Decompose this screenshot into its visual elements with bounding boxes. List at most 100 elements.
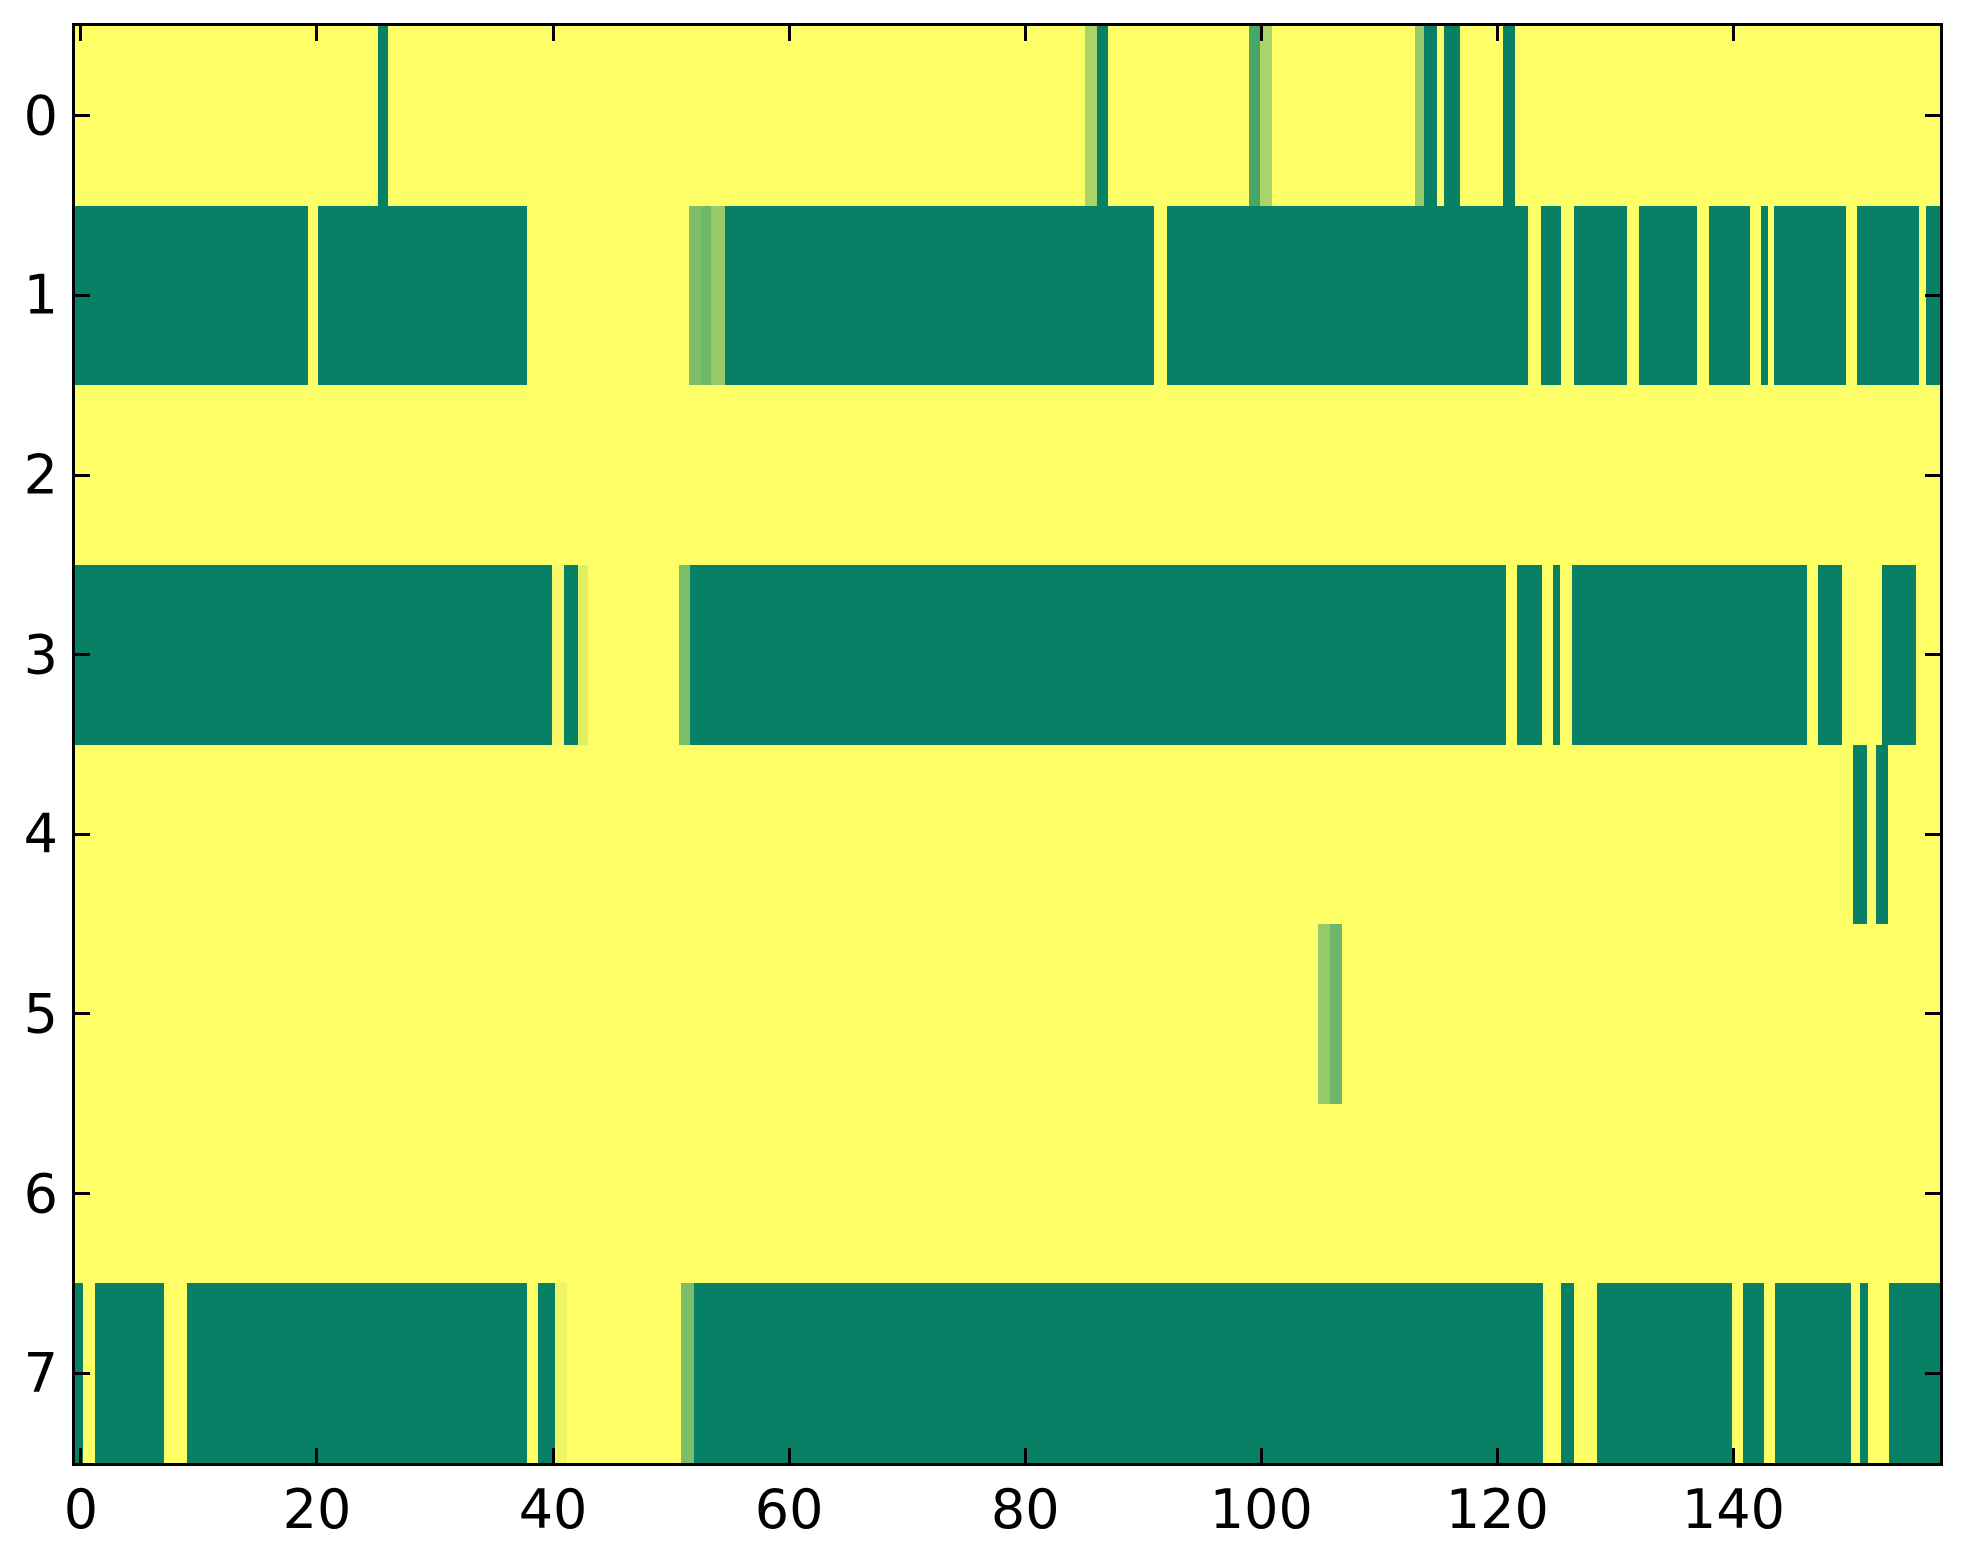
x-tick-label-20: 20 — [282, 1478, 352, 1541]
y-tick-mark — [1925, 832, 1940, 836]
y-tick-mark — [75, 293, 90, 297]
x-tick-mark — [79, 1448, 83, 1463]
y-tick-mark — [1925, 1012, 1940, 1016]
y-tick-mark — [75, 832, 90, 836]
heatmap-segment — [688, 205, 702, 386]
heatmap-segment — [701, 205, 712, 386]
heatmap-segment — [551, 564, 564, 745]
heatmap-segment — [1859, 1283, 1868, 1463]
x-tick-mark — [1731, 1448, 1735, 1463]
x-tick-label-0: 0 — [63, 1478, 99, 1541]
heatmap-segment — [725, 205, 1154, 386]
heatmap-segment — [1742, 1283, 1765, 1463]
heatmap-segment — [378, 26, 388, 206]
x-tick-mark — [551, 26, 555, 41]
heatmap-segment — [318, 205, 528, 386]
x-tick-mark — [315, 26, 319, 41]
heatmap-segment — [75, 205, 308, 386]
heatmap-segment — [1260, 26, 1272, 206]
heatmap-segment — [1097, 26, 1108, 206]
x-tick-mark — [1259, 1448, 1263, 1463]
heatmap-segment — [1882, 564, 1917, 745]
x-tick-label-60: 60 — [754, 1478, 824, 1541]
heatmap-segment — [1760, 205, 1768, 386]
x-tick-label-40: 40 — [518, 1478, 588, 1541]
heatmap-segment — [711, 205, 726, 386]
y-tick-label-7: 7 — [23, 1341, 58, 1405]
heatmap-row-6 — [75, 1104, 1940, 1284]
heatmap-segment — [1708, 205, 1750, 386]
heatmap-segment — [1561, 1283, 1575, 1463]
heatmap-segment — [1166, 205, 1529, 386]
heatmap-segment — [95, 1283, 164, 1463]
heatmap-row-5 — [75, 924, 1940, 1104]
x-tick-mark — [315, 1448, 319, 1463]
heatmap-segment — [577, 564, 589, 745]
heatmap-segment — [1517, 564, 1543, 745]
heatmap-segment — [1503, 26, 1516, 206]
y-tick-mark — [75, 1012, 90, 1016]
heatmap-segment — [1444, 26, 1460, 206]
heatmap-row-1 — [75, 205, 1940, 386]
x-axis-tick-labels: 0 20 40 60 80 100 120 140 — [64, 1478, 1940, 1548]
y-tick-label-4: 4 — [23, 802, 58, 866]
heatmap-row-0 — [75, 26, 1940, 206]
y-tick-label-5: 5 — [23, 982, 58, 1046]
x-tick-mark — [1259, 26, 1263, 41]
heatmap-segment — [679, 564, 690, 745]
y-tick-label-3: 3 — [23, 623, 58, 687]
heatmap-segment — [1876, 744, 1889, 925]
y-tick-mark — [1925, 293, 1940, 297]
y-tick-mark — [75, 473, 90, 477]
x-tick-mark — [1731, 26, 1735, 41]
x-tick-mark — [1023, 26, 1027, 41]
heatmap-segment — [689, 564, 1506, 745]
y-tick-mark — [1925, 653, 1940, 657]
heatmap-segment — [1329, 924, 1342, 1104]
y-axis-tick-labels: 0 1 2 3 4 5 6 7 — [0, 26, 58, 1463]
heatmap-segment — [693, 1283, 1544, 1463]
x-tick-mark — [787, 1448, 791, 1463]
y-tick-mark — [75, 1192, 90, 1196]
y-tick-label-0: 0 — [23, 84, 58, 148]
y-tick-label-2: 2 — [23, 443, 58, 507]
y-tick-label-1: 1 — [23, 263, 58, 327]
heatmap-row-3 — [75, 564, 1940, 745]
heatmap-segment — [75, 564, 552, 745]
y-tick-mark — [75, 653, 90, 657]
y-tick-mark — [1925, 1371, 1940, 1375]
heatmap-segment — [1774, 1283, 1852, 1463]
y-tick-mark — [75, 114, 90, 118]
x-tick-mark — [1495, 26, 1499, 41]
x-tick-mark — [1023, 1448, 1027, 1463]
heatmap-segment — [1574, 205, 1628, 386]
heatmap-segment — [187, 1283, 528, 1463]
heatmap-segment — [1773, 205, 1846, 386]
heatmap-segment — [1639, 205, 1697, 386]
heatmap-segment — [1571, 564, 1807, 745]
x-tick-mark — [1495, 1448, 1499, 1463]
heatmap-row-4 — [75, 744, 1940, 925]
heatmap-segment — [1249, 26, 1261, 206]
heatmap-segment — [1317, 924, 1330, 1104]
x-tick-label-120: 120 — [1445, 1478, 1549, 1541]
heatmap-segment — [538, 1283, 556, 1463]
y-tick-mark — [1925, 114, 1940, 118]
heatmap-segment — [1857, 205, 1919, 386]
heatmap-segment — [1414, 26, 1425, 206]
x-tick-label-80: 80 — [990, 1478, 1060, 1541]
heatmap-segment — [1818, 564, 1842, 745]
y-tick-mark — [1925, 473, 1940, 477]
y-tick-mark — [1925, 1192, 1940, 1196]
y-tick-label-6: 6 — [23, 1162, 58, 1226]
y-tick-mark — [75, 1371, 90, 1375]
heatmap-segment — [1424, 26, 1438, 206]
heatmap-row-2 — [75, 385, 1940, 565]
heatmap-segment — [1852, 744, 1867, 925]
heatmap-plot — [72, 23, 1943, 1466]
x-tick-mark — [79, 26, 83, 41]
heatmap-row-7 — [75, 1283, 1940, 1463]
heatmap-segment — [1552, 564, 1560, 745]
heatmap-segment — [563, 564, 578, 745]
